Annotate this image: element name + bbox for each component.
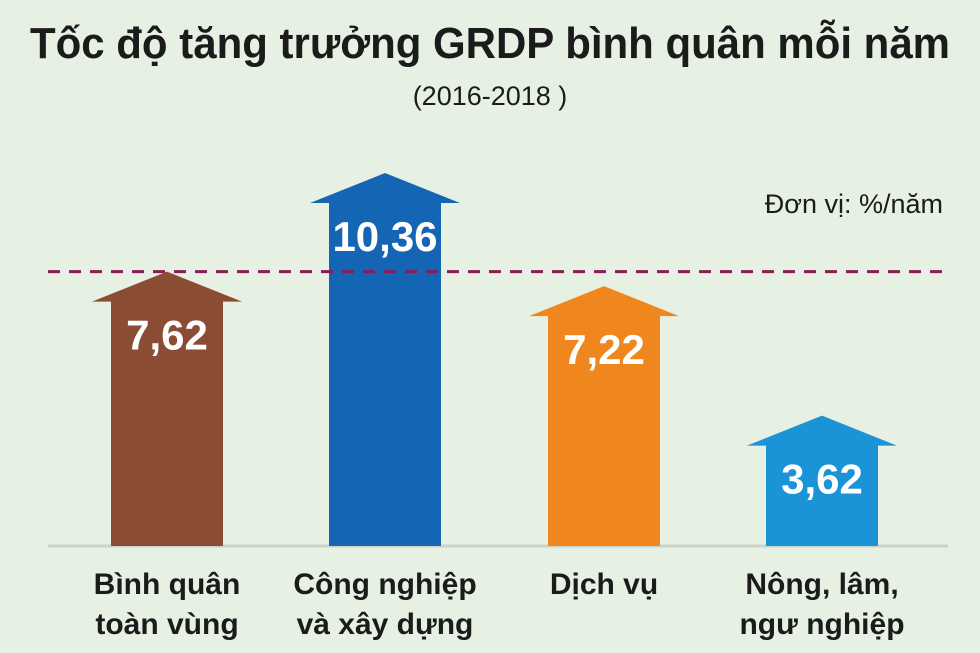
bar-value-label: 10,36 [332, 213, 437, 260]
category-label: Công nghiệp [293, 568, 476, 601]
bar-arrow [92, 271, 242, 546]
category-label: ngư nghiệp [739, 608, 904, 641]
chart-title: Tốc độ tăng trưởng GRDP bình quân mỗi nă… [30, 18, 950, 68]
category-labels: Bình quân toàn vùng Công nghiệp và xây dựng… [94, 568, 905, 641]
bar-arrow [310, 173, 460, 547]
category-label: Nông, lâm, [745, 568, 898, 601]
bars: 7,62 10,36 7,22 3,62 [92, 173, 897, 547]
category-label: Dịch vụ [550, 568, 658, 601]
chart-subtitle: (2016-2018 ) [413, 81, 568, 111]
category-label: toàn vùng [95, 608, 238, 641]
category-label: và xây dựng [297, 608, 474, 641]
category-label: Bình quân [94, 568, 241, 601]
bar-value-label: 7,22 [563, 326, 645, 373]
bar-arrow [529, 286, 679, 546]
bar-arrow [747, 415, 897, 546]
bar-value-label: 3,62 [781, 456, 863, 503]
bar-value-label: 7,62 [126, 312, 208, 359]
unit-label: Đơn vị: %/năm [765, 189, 943, 219]
